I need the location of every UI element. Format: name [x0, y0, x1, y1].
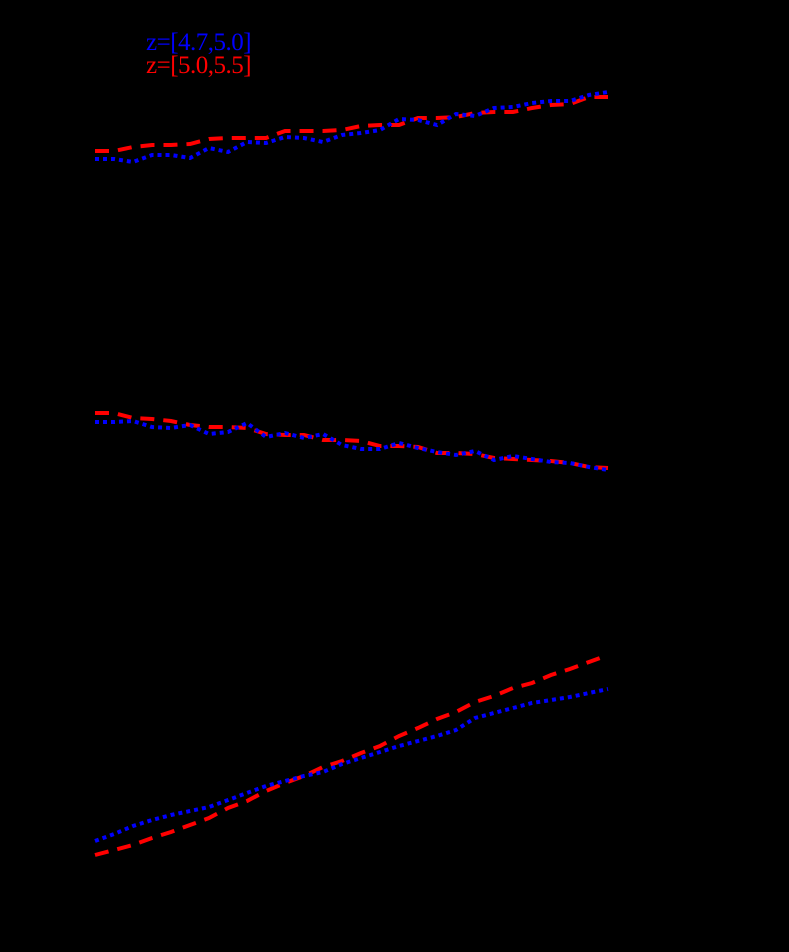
legend: z=[4.7,5.0] z=[5.0,5.5]	[146, 29, 252, 79]
series-line-z-5.0-5.5	[95, 95, 608, 153]
top-panel	[95, 90, 609, 165]
legend-entry-z-4.7-5.0: z=[4.7,5.0]	[146, 29, 252, 56]
bottom-panel	[94, 653, 609, 857]
middle-panel	[95, 411, 609, 472]
legend-entry-z-5.0-5.5: z=[5.0,5.5]	[146, 52, 252, 79]
series-line-z-4.7-5.0	[95, 90, 609, 165]
series-line-z-5.0-5.5	[94, 653, 609, 857]
series-line-z-5.0-5.5	[95, 411, 609, 470]
series-line-z-4.7-5.0	[94, 687, 609, 843]
